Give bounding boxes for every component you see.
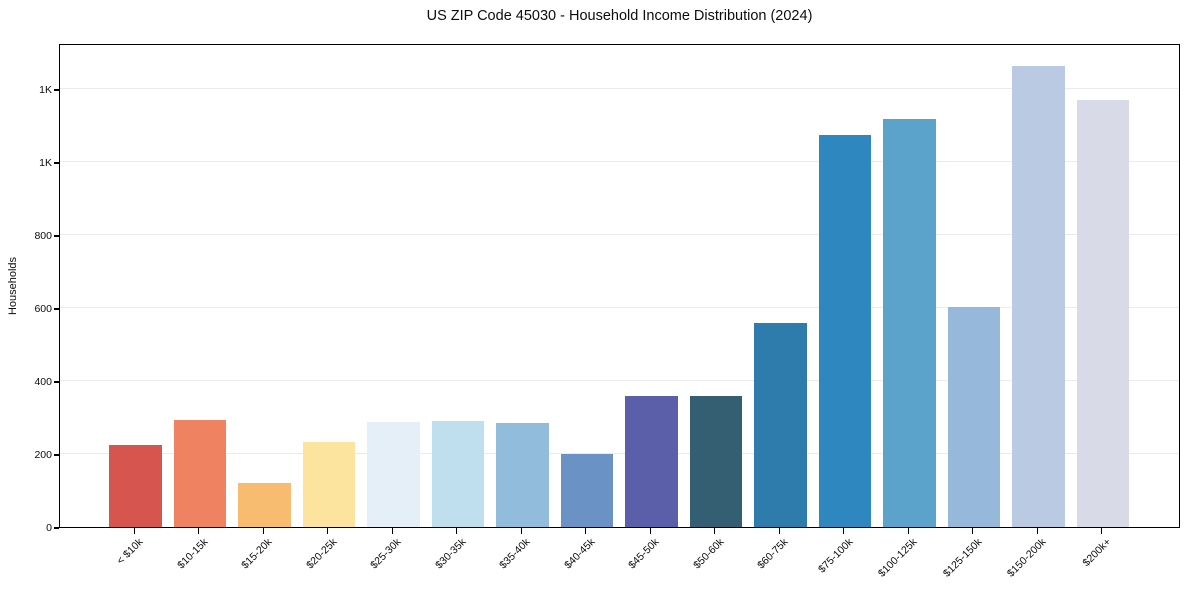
bar-200k xyxy=(1076,99,1129,527)
bar-125-150k xyxy=(947,307,1000,527)
y-tick-mark xyxy=(54,381,59,383)
y-tick-label: 1K xyxy=(39,83,52,96)
bar-60-75k xyxy=(754,323,807,527)
y-gridline xyxy=(60,307,1179,308)
bar-150-200k xyxy=(1012,66,1065,527)
y-gridline xyxy=(60,380,1179,381)
bar-35-40k xyxy=(496,423,549,527)
y-tick-mark xyxy=(54,527,59,529)
bar-10k xyxy=(109,444,162,527)
x-tick-mark xyxy=(843,528,845,534)
y-gridline xyxy=(60,453,1179,454)
y-axis-label: Households xyxy=(7,256,19,316)
bar-50-60k xyxy=(689,396,742,527)
y-gridline xyxy=(60,88,1179,89)
bar-15-20k xyxy=(238,483,291,527)
x-tick-mark xyxy=(714,528,716,534)
x-tick-mark xyxy=(972,528,974,534)
plot-area xyxy=(59,44,1180,528)
y-tick-mark xyxy=(54,89,59,91)
y-gridline xyxy=(60,234,1179,235)
y-gridline xyxy=(60,161,1179,162)
bar-45-50k xyxy=(625,395,678,527)
x-tick-mark xyxy=(907,528,909,534)
y-tick-mark xyxy=(54,308,59,310)
x-tick-mark xyxy=(585,528,587,534)
y-tick-label: 1K xyxy=(39,156,52,169)
y-tick-label: 600 xyxy=(34,302,52,315)
x-tick-mark xyxy=(327,528,329,534)
x-tick-mark xyxy=(133,528,135,534)
y-tick-mark xyxy=(54,454,59,456)
x-tick-label: < $10k xyxy=(114,536,146,567)
y-tick-label: 800 xyxy=(34,229,52,242)
x-tick-mark xyxy=(262,528,264,534)
x-tick-mark xyxy=(1036,528,1038,534)
x-tick-mark xyxy=(198,528,200,534)
x-tick-mark xyxy=(391,528,393,534)
bar-75-100k xyxy=(818,134,871,527)
bar-100-125k xyxy=(883,119,936,527)
bar-20-25k xyxy=(302,441,355,527)
bar-10-15k xyxy=(173,420,226,527)
bar-25-30k xyxy=(367,421,420,527)
y-tick-label: 200 xyxy=(34,448,52,461)
x-tick-mark xyxy=(456,528,458,534)
chart-title: US ZIP Code 45030 - Household Income Dis… xyxy=(426,8,813,24)
y-tick-mark xyxy=(54,162,59,164)
x-tick-mark xyxy=(1101,528,1103,534)
bar-40-45k xyxy=(560,454,613,527)
x-tick-mark xyxy=(520,528,522,534)
bar-30-35k xyxy=(431,420,484,527)
x-tick-mark xyxy=(778,528,780,534)
y-tick-label: 400 xyxy=(34,375,52,388)
y-tick-mark xyxy=(54,235,59,237)
x-tick-mark xyxy=(649,528,651,534)
y-tick-label: 0 xyxy=(46,522,52,534)
